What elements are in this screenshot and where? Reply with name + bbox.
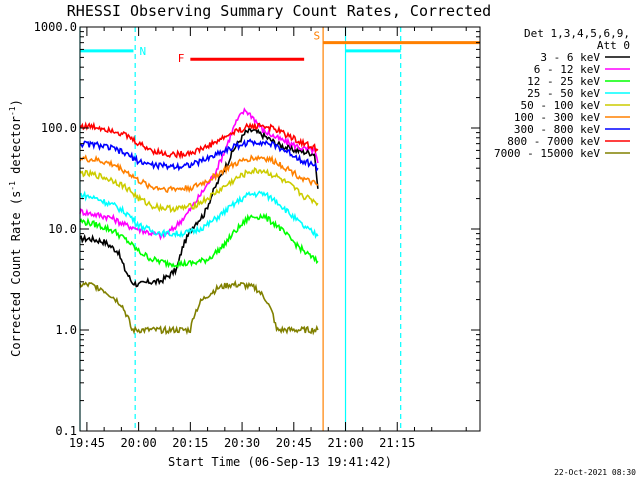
legend-item-label: 100 - 300 keV: [514, 111, 600, 124]
legend-item-label: 6 - 12 keV: [534, 63, 601, 76]
series-line: [79, 167, 319, 214]
series-line: [79, 128, 319, 288]
y-tick-label: 1000.0: [34, 20, 77, 34]
series-line: [79, 279, 319, 336]
legend-item-label: 7000 - 15000 keV: [494, 147, 600, 160]
y-tick-label: 0.1: [55, 424, 77, 438]
x-tick-label: 21:15: [379, 436, 415, 450]
chart-title: RHESSI Observing Summary Count Rates, Co…: [67, 2, 491, 20]
y-axis-label: Corrected Count Rate (s-1 detector-1): [8, 99, 23, 357]
series-line: [79, 154, 319, 194]
x-tick-label: 20:30: [224, 436, 260, 450]
state-interval-label: N: [139, 45, 146, 58]
series-line: [79, 138, 319, 173]
state-interval-label: S: [313, 30, 320, 43]
x-tick-label: 20:00: [121, 436, 157, 450]
legend-item-label: 25 - 50 keV: [527, 87, 600, 100]
legend-item-label: 12 - 25 keV: [527, 75, 600, 88]
legend-item-label: 50 - 100 keV: [521, 99, 601, 112]
y-tick-label: 10.0: [48, 222, 77, 236]
x-axis-label: Start Time (06-Sep-13 19:41:42): [168, 455, 392, 469]
legend-header-1: Det 1,3,4,5,6,9,: [524, 27, 630, 40]
series-line: [79, 212, 319, 269]
y-tick-label: 100.0: [41, 121, 77, 135]
legend-item-label: 800 - 7000 keV: [507, 135, 600, 148]
series-line: [79, 121, 319, 160]
series-line: [79, 107, 319, 241]
x-tick-label: 20:45: [276, 436, 312, 450]
legend-item-label: 300 - 800 keV: [514, 123, 600, 136]
x-tick-label: 19:45: [69, 436, 105, 450]
state-interval-label: F: [178, 52, 185, 65]
x-tick-label: 20:15: [172, 436, 208, 450]
series-line: [79, 190, 319, 239]
date-stamp: 22-Oct-2021 08:30: [554, 468, 636, 477]
legend-header-2: Att 0: [597, 39, 630, 52]
legend-item-label: 3 - 6 keV: [540, 51, 600, 64]
y-tick-label: 1.0: [55, 323, 77, 337]
x-tick-label: 21:00: [327, 436, 363, 450]
